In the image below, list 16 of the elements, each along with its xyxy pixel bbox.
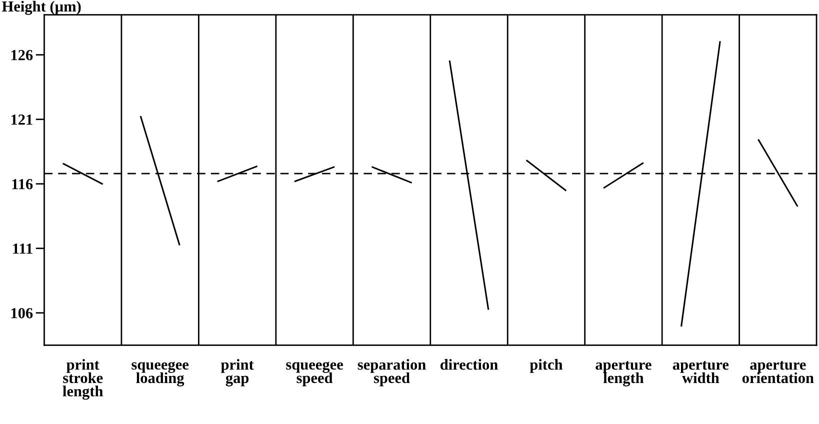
y-tick-label: 116 bbox=[12, 179, 33, 190]
text: aperture length bbox=[596, 361, 652, 386]
y-tick-label: 126 bbox=[11, 50, 33, 60]
text: squeegee loading bbox=[132, 362, 189, 386]
y-tick-label: 121 bbox=[11, 114, 32, 125]
text: aperture width bbox=[672, 361, 729, 384]
y-tick-label: 106 bbox=[11, 308, 33, 318]
y-tick-label: 111 bbox=[13, 244, 32, 254]
text: direction bbox=[440, 359, 498, 370]
text: pitch bbox=[530, 359, 563, 373]
text: separation speed bbox=[358, 359, 426, 386]
text: print stroke length bbox=[62, 359, 103, 400]
text: squeegee speed bbox=[286, 362, 343, 386]
text: print gap bbox=[220, 359, 254, 386]
y-axis-title: Height (µm) bbox=[2, 0, 81, 15]
text: aperture orientation bbox=[742, 361, 814, 384]
